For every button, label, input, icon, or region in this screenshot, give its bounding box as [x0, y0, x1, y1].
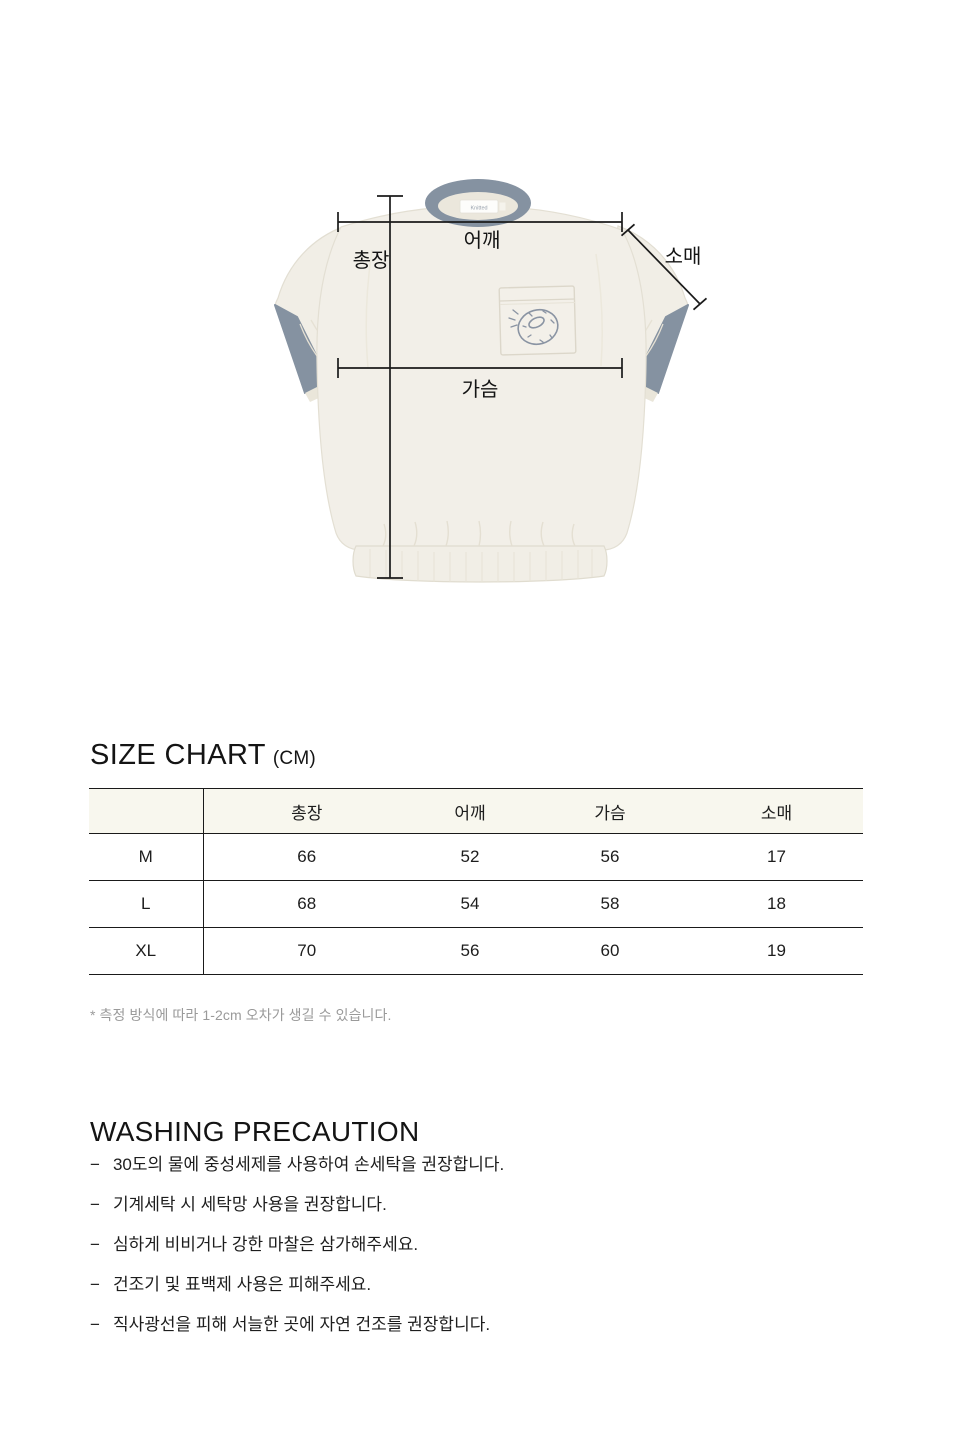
size-chart-title: SIZE CHART (CM)	[90, 741, 316, 770]
value-cell: 56	[460, 941, 480, 960]
column-header-sleeve: 소매	[760, 803, 793, 823]
value-cell: 17	[767, 847, 786, 866]
column-header-chest: 가슴	[594, 803, 626, 823]
length-measure-line	[377, 195, 403, 579]
size-cell: L	[89, 880, 204, 928]
size-table-header-row: 총장 어깨 가슴 소매	[89, 788, 863, 834]
washing-item-text: 심하게 비비거나 강한 마찰은 삼가해주세요.	[112, 1235, 419, 1254]
size-tab	[499, 202, 506, 211]
washing-item: − 건조기 및 표백제 사용은 피해주세요.	[90, 1276, 504, 1294]
size-chart-table: 총장 어깨 가슴 소매 M 66 52 56 17 L 68 54 58 18	[89, 788, 863, 975]
brand-label-text: Knitted	[470, 206, 487, 212]
washing-item: − 기계세탁 시 세탁망 사용을 권장합니다.	[90, 1196, 504, 1214]
sleeve-measure-line	[620, 223, 708, 311]
size-row-l: L 68 54 58 18	[89, 880, 863, 928]
washing-item-text: 기계세탁 시 세탁망 사용을 권장합니다.	[112, 1195, 387, 1214]
value-cell: 52	[460, 847, 480, 866]
hem-band	[352, 520, 608, 583]
column-header-shoulder: 어깨	[454, 803, 486, 823]
shoulder-label: 어깨	[464, 229, 501, 252]
size-row-m: M 66 52 56 17	[89, 833, 863, 881]
tshirt-diagram-svg: Knitted	[274, 179, 708, 583]
size-chart-title-text: SIZE CHART	[90, 739, 266, 772]
dash-bullet: −	[90, 1235, 100, 1254]
sleeve-label: 소매	[665, 245, 702, 268]
washing-precaution-title: WASHING PRECAUTION	[90, 1116, 420, 1148]
washing-item: − 직사광선을 피해 서늘한 곳에 자연 건조를 권장합니다.	[90, 1316, 504, 1334]
washing-item-text: 직사광선을 피해 서늘한 곳에 자연 건조를 권장합니다.	[112, 1315, 491, 1334]
donut-doodle	[508, 308, 559, 346]
value-cell: 19	[767, 941, 786, 960]
measurement-tolerance-note: * 측정 방식에 따라 1-2cm 오차가 생길 수 있습니다.	[90, 1007, 392, 1023]
value-cell: 70	[297, 941, 317, 960]
measurement-lines	[337, 195, 708, 579]
washing-precaution-list: − 30도의 물에 중성세제를 사용하여 손세탁을 권장합니다. − 기계세탁 …	[90, 1156, 504, 1356]
measurement-diagram: Knitted	[250, 150, 720, 610]
dash-bullet: −	[90, 1275, 100, 1294]
value-cell: 68	[297, 894, 317, 913]
size-cell: M	[89, 833, 204, 881]
shoulder-measure-line	[337, 212, 623, 232]
measurement-labels: 총장 어깨 가슴 소매	[353, 229, 702, 401]
size-table-corner-cell	[89, 788, 204, 834]
chest-label: 가슴	[462, 378, 499, 401]
dash-bullet: −	[90, 1315, 100, 1334]
size-row-xl: XL 70 56 60 19	[89, 927, 863, 975]
size-cell: XL	[89, 927, 204, 975]
washing-item: − 심하게 비비거나 강한 마찰은 삼가해주세요.	[90, 1236, 504, 1254]
value-cell: 18	[767, 894, 786, 913]
value-cell: 66	[297, 847, 317, 866]
dash-bullet: −	[90, 1155, 100, 1174]
size-chart-unit: (CM)	[272, 748, 316, 770]
washing-item-text: 30도의 물에 중성세제를 사용하여 손세탁을 권장합니다.	[112, 1155, 505, 1174]
collar: Knitted	[425, 179, 531, 227]
value-cell: 58	[600, 894, 620, 913]
chest-measure-line	[337, 358, 623, 378]
length-label: 총장	[353, 249, 390, 272]
value-cell: 60	[600, 941, 620, 960]
chest-pocket	[498, 285, 577, 356]
value-cell: 56	[600, 847, 620, 866]
value-cell: 54	[460, 894, 480, 913]
washing-item-text: 건조기 및 표백제 사용은 피해주세요.	[112, 1275, 372, 1294]
brand-label	[459, 199, 499, 214]
dash-bullet: −	[90, 1195, 100, 1214]
washing-item: − 30도의 물에 중성세제를 사용하여 손세탁을 권장합니다.	[90, 1156, 504, 1174]
column-header-length: 총장	[291, 803, 323, 823]
